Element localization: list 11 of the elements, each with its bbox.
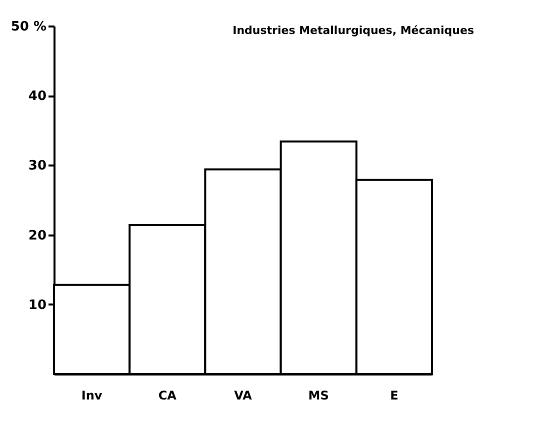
y-tick-label: 40 (28, 89, 46, 104)
x-tick-label: MS (308, 388, 329, 402)
y-tick-label: 50 % (10, 20, 46, 34)
x-tick-label: Inv (81, 388, 102, 402)
y-tick-label: 30 (28, 158, 46, 174)
x-tick-label: CA (158, 388, 178, 402)
chart-title: Industries Metallurgiques, Mécaniques (232, 24, 474, 37)
x-tick-label: E (390, 388, 398, 402)
y-tick-label: 10 (28, 298, 46, 313)
y-tick-label: 20 (28, 228, 46, 244)
x-tick-label: VA (234, 388, 253, 402)
